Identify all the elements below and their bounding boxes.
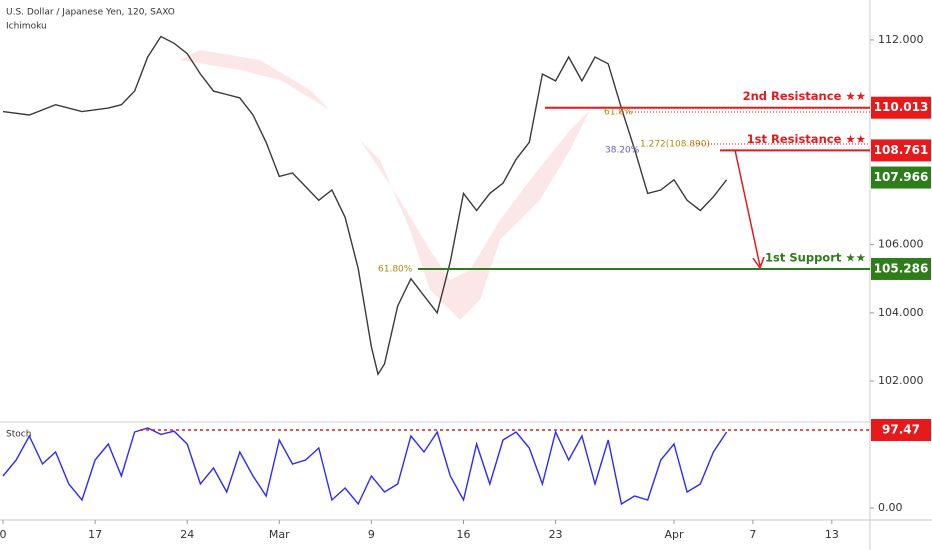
price-box — [871, 139, 931, 162]
stoch-box-label: 97.47 — [882, 423, 920, 437]
level-label: 2nd Resistance ★★ — [743, 89, 866, 103]
last-price-box — [871, 166, 931, 189]
stoch-box — [871, 419, 931, 442]
y-tick-label: 0.00 — [878, 501, 903, 514]
fib-label: 61.80% — [378, 265, 413, 275]
price-box-label: 108.761 — [874, 143, 929, 157]
stoch-title: Stoch — [6, 430, 31, 440]
indicator-name: Ichimoku — [6, 22, 47, 32]
fib-label: 61.8% — [604, 108, 633, 118]
price-box — [871, 257, 931, 280]
x-tick-label: 9 — [368, 528, 375, 541]
x-tick-label: 24 — [180, 528, 194, 541]
level-label: 1st Resistance ★★ — [747, 132, 866, 146]
price-box-label: 110.013 — [874, 100, 929, 114]
fib-label: 38.20% — [605, 146, 640, 156]
projection-arrow — [734, 149, 761, 267]
x-tick-label: Mar — [269, 528, 290, 541]
y-tick-label: 112.000 — [878, 33, 924, 46]
x-tick-label: Apr — [664, 528, 684, 541]
price-box — [871, 96, 931, 119]
x-tick-label: 7 — [749, 528, 756, 541]
price-box-label: 105.286 — [874, 261, 929, 275]
x-tick-label: 23 — [549, 528, 563, 541]
ichimoku-cloud — [180, 50, 590, 320]
x-tick-label: 16 — [456, 528, 470, 541]
y-tick-label: 102.000 — [878, 374, 924, 387]
level-label: 1st Support ★★ — [765, 250, 866, 264]
chart-title: U.S. Dollar / Japanese Yen, 120, SAXO — [6, 8, 175, 18]
y-tick-label: 104.000 — [878, 306, 924, 319]
last-price-label: 107.966 — [874, 170, 929, 184]
x-tick-label: 13 — [825, 528, 839, 541]
series-line — [2, 427, 728, 506]
y-tick-label: 106.000 — [878, 238, 924, 251]
x-tick-label: 17 — [88, 528, 102, 541]
series-line — [2, 35, 728, 376]
x-tick-label: 0 — [0, 528, 7, 541]
fib-label: 1.272(108.890) — [640, 140, 710, 150]
